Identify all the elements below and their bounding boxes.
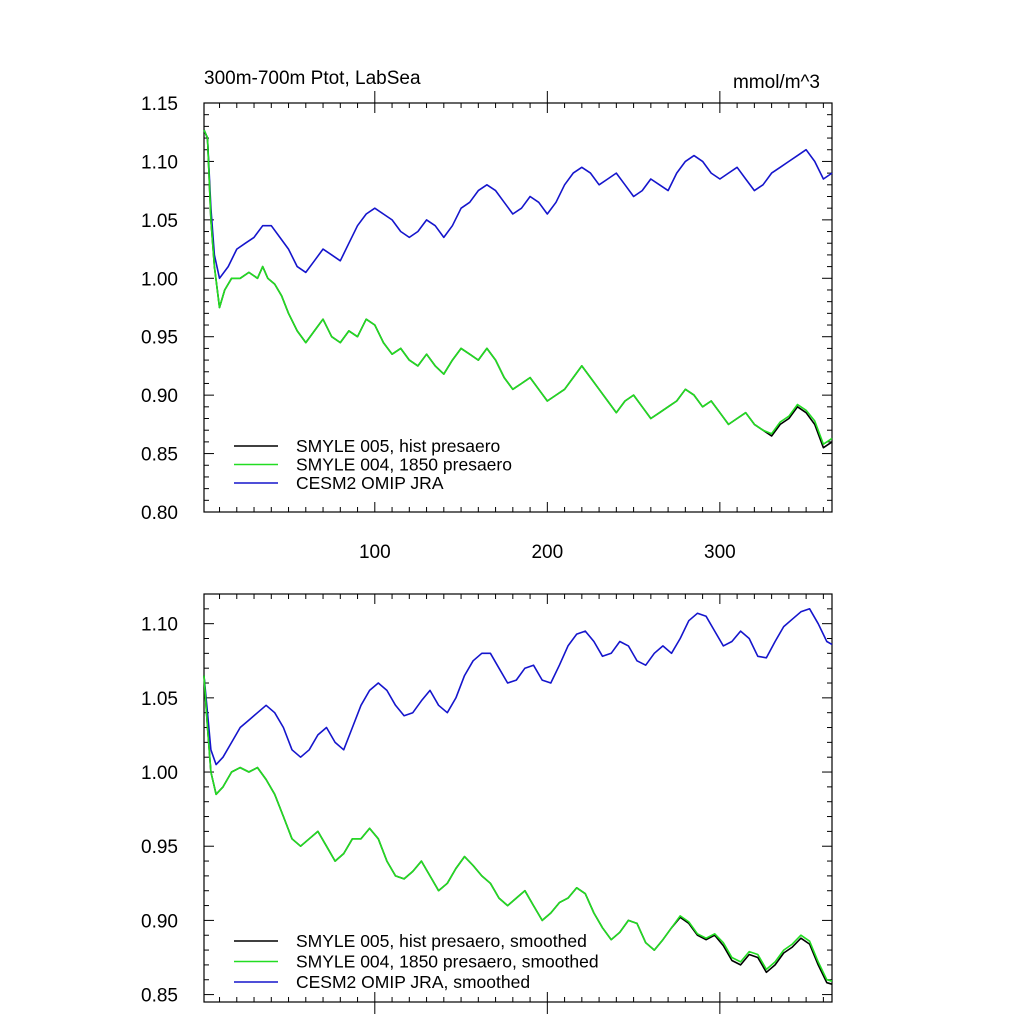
series-line-blue [203, 129, 833, 280]
y-tick-label: 0.95 [141, 837, 178, 858]
y-tick-label: 0.80 [141, 503, 178, 524]
legend-label: SMYLE 004, 1850 presaero, smoothed [296, 952, 599, 972]
plot-frame [203, 593, 833, 1003]
units-label: mmol/m^3 [733, 72, 820, 93]
series-line-black [203, 129, 833, 449]
series-line-green [203, 129, 833, 445]
legend-label: SMYLE 005, hist presaero [296, 436, 500, 456]
y-tick-label: 0.90 [141, 911, 178, 932]
bottom-panel: 0.85 0.90 0.95 1.00 1.05 1.10 SMYLE 005, hist … [141, 593, 833, 1014]
legend-label: SMYLE 004, 1850 presaero [296, 455, 512, 475]
y-tick-label: 0.95 [141, 328, 178, 349]
chart-title: 300m-700m Ptot, LabSea [204, 68, 421, 89]
y-tick-label: 1.15 [141, 94, 178, 115]
y-tick-label: 1.00 [141, 763, 178, 784]
y-tick-label: 1.10 [141, 615, 178, 636]
top-panel: 0.80 0.85 0.90 0.95 1.00 1.05 1.10 1.15 100 200 30… [141, 91, 833, 563]
x-tick-label: 200 [531, 542, 563, 563]
y-tick-label: 1.10 [141, 152, 178, 173]
x-tick-label: 300 [704, 542, 736, 563]
y-tick-label: 0.85 [141, 445, 178, 466]
y-tick-label: 0.90 [141, 386, 178, 407]
legend-label: CESM2 OMIP JRA, smoothed [296, 972, 530, 992]
y-tick-label: 1.05 [141, 689, 178, 710]
y-tick-label: 1.00 [141, 269, 178, 290]
legend-label: CESM2 OMIP JRA [296, 473, 444, 493]
legend-label: SMYLE 005, hist presaero, smoothed [296, 931, 587, 951]
x-tick-label: 100 [359, 542, 391, 563]
y-tick-label: 1.05 [141, 211, 178, 232]
y-tick-label: 0.85 [141, 986, 178, 1007]
series-line-blue [203, 608, 833, 766]
series-line-green [203, 675, 833, 982]
plot-frame [203, 102, 833, 513]
